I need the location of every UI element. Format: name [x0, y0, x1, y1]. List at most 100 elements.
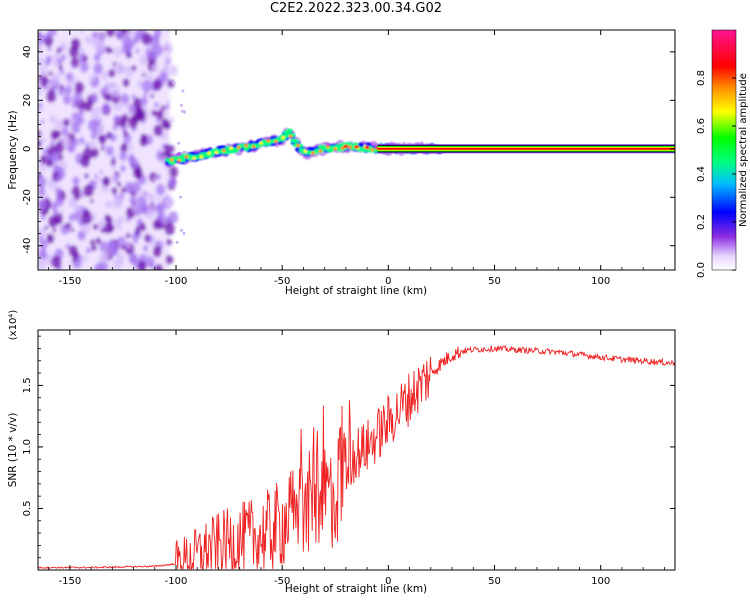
- noise-speckle: [59, 84, 64, 90]
- noise-speckle: [152, 79, 163, 91]
- noise-speckle: [96, 119, 101, 125]
- noise-speckle: [91, 31, 98, 39]
- noise-speckle: [72, 176, 80, 186]
- noise-speckle: [81, 211, 92, 225]
- noise-speckle: [111, 187, 118, 195]
- noise-speckle: [155, 183, 166, 196]
- noise-speckle: [120, 113, 129, 124]
- noise-speckle: [113, 88, 121, 98]
- noise-speckle: [109, 48, 114, 54]
- spectrogram-xtick-label: 100: [591, 276, 610, 287]
- trace-peak: [184, 155, 189, 159]
- noise-speckle: [46, 90, 57, 103]
- noise-speckle: [121, 161, 125, 167]
- noise-speckle: [100, 227, 106, 234]
- noise-speckle: [128, 115, 139, 129]
- noise-speckle: [89, 73, 97, 82]
- noise-speckle: [89, 239, 96, 246]
- noise-speckle: [136, 195, 147, 209]
- spectrogram-xtick-label: 0: [385, 276, 391, 287]
- trace-peak: [244, 143, 248, 148]
- noise-speckle: [136, 109, 146, 122]
- noise-speckle: [150, 201, 155, 208]
- noise-speckle: [55, 187, 62, 196]
- noise-speckle: [146, 43, 153, 51]
- noise-speckle: [104, 202, 110, 208]
- noise-speckle: [67, 144, 75, 154]
- spectrogram-image: [38, 30, 675, 270]
- noise-speckle: [155, 109, 164, 121]
- trace-peak: [288, 134, 293, 138]
- noise-speckle: [38, 258, 46, 270]
- noise-speckle: [81, 254, 87, 263]
- noise-speckle: [143, 191, 147, 196]
- noise-speckle: [93, 53, 101, 63]
- figure-title: C2E2.2022.323.00.34.G02: [269, 1, 443, 16]
- noise-speckle: [150, 63, 159, 73]
- trace-peak: [340, 146, 345, 150]
- noise-speckle: [164, 111, 169, 116]
- noise-speckle: [142, 70, 147, 76]
- noise-speckle: [116, 181, 122, 187]
- noise-speckle: [164, 103, 170, 110]
- spectrogram-ytick-label: -40: [22, 238, 33, 254]
- noise-speckle: [104, 93, 112, 102]
- noise-speckle: [52, 60, 59, 67]
- noise-speckle: [88, 141, 96, 151]
- noise-speckle: [47, 46, 52, 52]
- trace-peak: [326, 145, 330, 149]
- noise-speckle: [134, 228, 141, 236]
- noise-speckle: [106, 131, 113, 139]
- noise-speckle: [38, 86, 43, 96]
- spectrogram-ytick-label: -20: [22, 189, 33, 205]
- noise-speckle: [116, 253, 125, 264]
- noise-speckle: [74, 209, 85, 222]
- snr-ticks: -150 -100 -50 0 50 100 0.5 1.0 1.5: [22, 330, 675, 587]
- colorbar: 0.0 0.2 0.4 0.6 0.8 Normalized spectral ampl…: [696, 29, 749, 278]
- trace-blob: [290, 138, 299, 143]
- noise-speckle: [64, 85, 73, 95]
- noise-speckle: [44, 225, 49, 231]
- noise-speckle: [80, 30, 85, 34]
- noise-speckle: [46, 233, 55, 244]
- noise-speckle: [179, 103, 183, 107]
- noise-speckle: [180, 228, 184, 232]
- noise-speckle: [154, 264, 164, 270]
- colorbar-tick-label: 0.6: [696, 118, 707, 134]
- trace-peak: [207, 151, 211, 155]
- colorbar-tick-label: 0.0: [696, 262, 707, 278]
- noise-speckle: [38, 102, 43, 108]
- snr-xtick-label: 50: [488, 576, 501, 587]
- noise-speckle: [153, 44, 164, 57]
- noise-speckle: [83, 184, 94, 198]
- noise-speckle: [140, 96, 148, 106]
- noise-speckle: [131, 181, 141, 193]
- noise-speckle: [166, 217, 171, 224]
- noise-speckle: [156, 173, 161, 180]
- snr-xlabel: Height of straight line (km): [285, 583, 427, 595]
- colorbar-gradient: [711, 29, 737, 271]
- noise-speckle: [84, 101, 93, 112]
- noise-speckle: [166, 30, 171, 34]
- noise-speckle: [52, 227, 57, 233]
- noise-speckle: [181, 89, 185, 93]
- trace-peak: [348, 145, 352, 149]
- noise-speckle: [93, 62, 103, 75]
- noise-speckle: [90, 93, 99, 103]
- noise-speckle: [168, 166, 178, 178]
- noise-speckle: [168, 48, 173, 53]
- noise-speckle: [61, 54, 67, 61]
- noise-speckle: [49, 140, 55, 147]
- noise-speckle: [113, 62, 124, 75]
- noise-speckle: [65, 243, 71, 250]
- noise-speckle: [84, 35, 92, 44]
- noise-speckle: [166, 79, 175, 89]
- noise-speckle: [152, 246, 162, 258]
- snr-multiplier: (x10⁴): [8, 310, 19, 341]
- noise-speckle: [38, 247, 42, 255]
- noise-speckle: [166, 99, 171, 105]
- noise-speckle: [90, 131, 98, 140]
- noise-speckle: [160, 72, 169, 83]
- trace-peak: [343, 144, 349, 149]
